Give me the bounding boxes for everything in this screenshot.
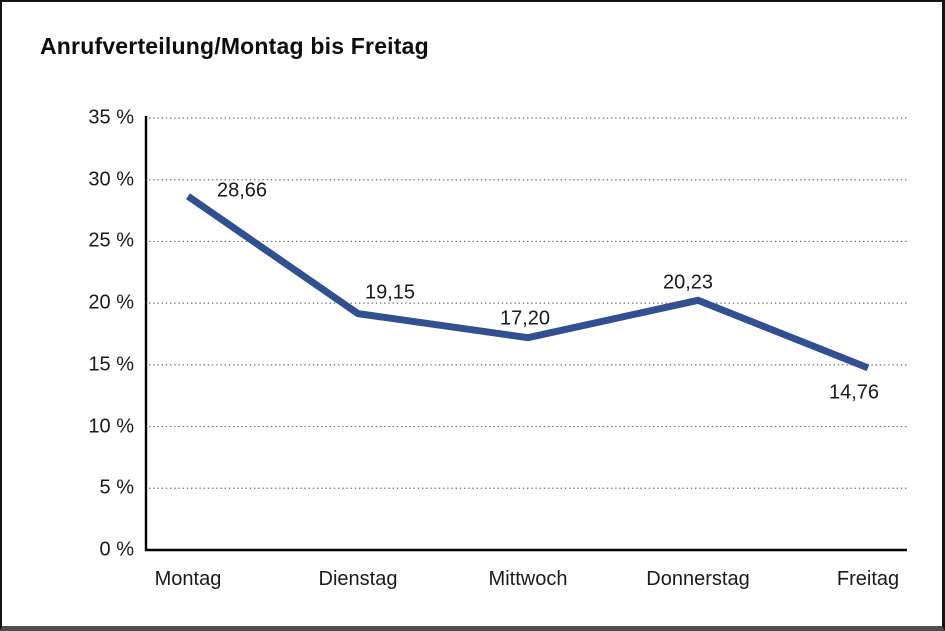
data-point-label: 20,23 (662, 271, 714, 294)
x-axis-category-label: Mittwoch (488, 568, 568, 590)
data-point-label: 17,20 (499, 307, 551, 330)
series-line (186, 193, 870, 372)
x-axis-category-label: Dienstag (318, 568, 398, 590)
chart-title: Anrufverteilung/Montag bis Freitag (40, 33, 429, 59)
y-axis-tick-label: 10 % (88, 415, 134, 438)
y-axis-tick-label: 15 % (88, 353, 134, 376)
y-axis-tick-label: 5 % (99, 476, 134, 499)
y-axis-tick-label: 35 % (88, 106, 134, 129)
data-point-label: 19,15 (364, 281, 416, 304)
data-point-label: 14,76 (828, 381, 880, 404)
x-axis-category-label: Donnerstag (646, 568, 750, 590)
y-axis-tick-label: 20 % (88, 291, 134, 314)
y-axis-tick-label: 0 % (99, 538, 134, 561)
x-axis-category-label: Freitag (836, 568, 900, 590)
y-axis-tick-label: 30 % (88, 168, 134, 191)
y-axis-tick-label: 25 % (88, 229, 134, 252)
x-axis-category-label: Montag (154, 568, 222, 590)
data-point-label: 28,66 (216, 179, 268, 202)
